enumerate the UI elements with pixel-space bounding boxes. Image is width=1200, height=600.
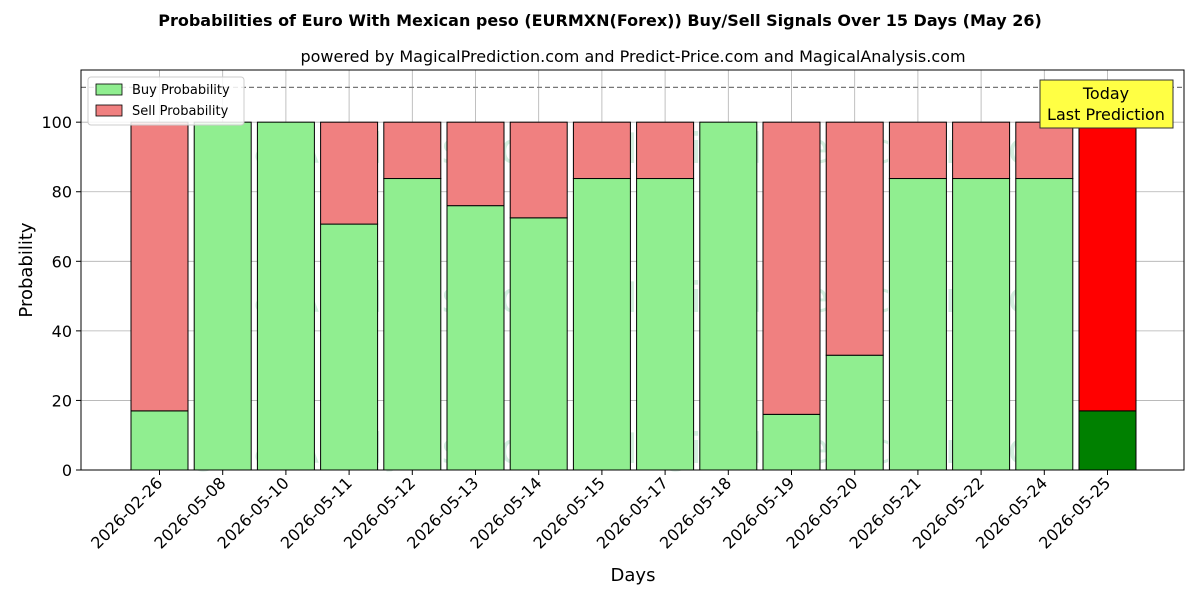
sell-bar-12	[888, 121, 947, 180]
sell-bar-5	[446, 121, 505, 207]
buy-bar-13	[952, 178, 1011, 471]
sell-bar-4	[383, 121, 442, 180]
legend-label-sell: Sell Probability	[132, 104, 229, 119]
legend-frame	[87, 76, 245, 126]
y-tick-label-3: 60	[52, 252, 72, 271]
sell-bar-15	[1078, 121, 1137, 412]
buy-bar-11	[825, 354, 884, 471]
buy-bar-6	[509, 217, 568, 471]
buy-bar-12	[888, 178, 947, 471]
buy-bar-14	[1015, 178, 1074, 471]
buy-bar-3	[320, 223, 379, 471]
y-tick-label-2: 40	[52, 322, 72, 341]
buy-bar-1	[193, 121, 252, 471]
sell-bar-11	[825, 121, 884, 356]
buy-bar-9	[699, 121, 758, 471]
sell-bar-7	[572, 121, 631, 180]
x-ticks: 2026-02-262026-05-082026-05-102026-05-11…	[87, 470, 1114, 553]
legend-label-buy: Buy Probability	[132, 83, 230, 98]
bars	[130, 121, 1137, 471]
buy-bar-2	[256, 121, 315, 471]
buy-bar-8	[636, 178, 695, 471]
y-axis-label: Probability	[16, 222, 37, 317]
buy-bar-5	[446, 205, 505, 471]
legend-swatch-sell	[95, 104, 123, 117]
today-box: Today Last Prediction	[1039, 79, 1174, 129]
sell-bar-10	[762, 121, 821, 415]
sell-bar-13	[952, 121, 1011, 180]
legend-swatch-buy	[95, 83, 123, 96]
buy-bar-15	[1078, 410, 1137, 471]
sell-bar-0	[130, 121, 189, 412]
chart-subtitle: powered by MagicalPrediction.com and Pre…	[300, 47, 965, 66]
buy-bar-0	[130, 410, 189, 471]
x-axis-label: Days	[611, 565, 656, 586]
y-tick-label-1: 20	[52, 391, 72, 410]
legend: Buy Probability Sell Probability	[87, 76, 245, 126]
last-prediction-label: Last Prediction	[1047, 105, 1165, 124]
y-tick-label-5: 100	[41, 113, 72, 132]
sell-bar-8	[636, 121, 695, 180]
buy-bar-7	[572, 178, 631, 471]
sell-bar-14	[1015, 121, 1074, 180]
y-tick-label-4: 80	[52, 183, 72, 202]
buy-bar-10	[762, 413, 821, 471]
buy-bar-4	[383, 178, 442, 471]
chart-title: Probabilities of Euro With Mexican peso …	[158, 11, 1042, 30]
sell-bar-6	[509, 121, 568, 219]
plot-frame	[80, 69, 1185, 471]
sell-bar-3	[320, 121, 379, 225]
y-tick-label-0: 0	[62, 461, 72, 480]
today-box-frame	[1039, 79, 1174, 129]
y-ticks: 0 20 40 60 80 100	[41, 113, 81, 480]
today-label: Today	[1082, 84, 1129, 103]
